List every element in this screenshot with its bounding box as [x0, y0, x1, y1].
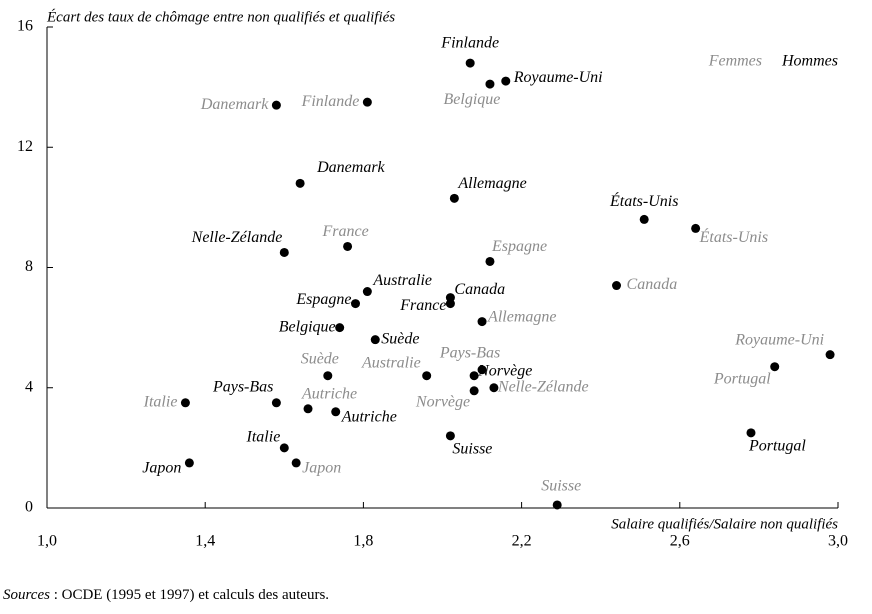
point: [331, 407, 341, 417]
point: [279, 247, 289, 257]
point: [489, 383, 499, 393]
point: [445, 431, 455, 441]
point: [612, 281, 622, 291]
point: [485, 79, 495, 89]
point: [422, 371, 432, 381]
point-label: Finlande: [301, 93, 360, 110]
point-label: Royaume-Uni: [513, 69, 603, 86]
point: [271, 398, 281, 408]
point: [335, 323, 345, 333]
source-note: Sources : OCDE (1995 et 1997) et calculs…: [3, 587, 329, 603]
point-label: Danemark: [316, 159, 385, 176]
point: [362, 97, 372, 107]
x-tick-label: 1,8: [353, 533, 373, 550]
point: [445, 299, 455, 309]
point-label: Autriche: [341, 408, 397, 425]
x-tick-label: 1,0: [37, 533, 57, 550]
point: [350, 299, 360, 309]
point-label: États-Unis: [699, 227, 768, 246]
point-label: Belgique: [444, 91, 501, 108]
point-label: Japon: [302, 460, 341, 477]
point-label: Suède: [381, 330, 419, 347]
y-tick-label: 0: [25, 499, 33, 516]
point: [477, 365, 487, 375]
point: [303, 404, 313, 414]
point-label: Danemark: [200, 96, 269, 113]
source-label: Sources: [3, 587, 50, 603]
point-label: Belgique: [279, 318, 336, 335]
source-text: : OCDE (1995 et 1997) et calculs des aut…: [50, 587, 329, 603]
point: [271, 100, 281, 110]
point: [746, 428, 756, 438]
point-label: Espagne: [491, 238, 547, 255]
point: [295, 178, 305, 188]
point-label: Suisse: [541, 478, 581, 495]
point-label: Canada: [627, 276, 678, 293]
y-axis-label: Écart des taux de chômage entre non qual…: [46, 8, 395, 25]
legend-entry: Hommes: [781, 53, 838, 70]
y-tick-label: 16: [17, 18, 33, 35]
point-label: Suisse: [452, 441, 492, 458]
point-label: Suède: [301, 350, 339, 367]
point: [639, 214, 649, 224]
point: [691, 223, 701, 233]
point-label: Norvège: [477, 362, 532, 379]
x-tick-label: 2,6: [670, 533, 690, 550]
point-label: France: [399, 297, 446, 314]
point-label: États-Unis: [609, 191, 678, 210]
y-tick-label: 4: [25, 378, 33, 395]
point-label: Italie: [246, 429, 281, 446]
point-label: Nelle-Zélande: [191, 229, 283, 246]
point: [485, 256, 495, 266]
point: [770, 362, 780, 372]
point: [362, 287, 372, 297]
point: [180, 398, 190, 408]
point-label: Italie: [143, 393, 178, 410]
point-label: Portugal: [748, 438, 806, 455]
point-label: Nelle-Zélande: [497, 378, 589, 395]
legend-entry: Femmes: [708, 53, 762, 70]
point: [449, 193, 459, 203]
point-label: Royaume-Uni: [734, 331, 824, 348]
point: [323, 371, 333, 381]
point: [477, 317, 487, 327]
point-label: Pays-Bas: [212, 378, 273, 395]
point: [469, 386, 479, 396]
point-label: Portugal: [713, 370, 771, 387]
point-label: Japon: [142, 460, 181, 477]
x-tick-label: 3,0: [828, 533, 848, 550]
point-label: Norvège: [415, 393, 470, 410]
point: [343, 241, 353, 251]
point: [370, 335, 380, 345]
point: [291, 458, 301, 468]
y-tick-label: 12: [17, 138, 33, 155]
x-tick-label: 1,4: [195, 533, 215, 550]
y-tick-label: 8: [25, 258, 33, 275]
point-label: Canada: [454, 281, 505, 298]
point-label: Australie: [372, 272, 432, 289]
point: [501, 76, 511, 86]
point: [552, 500, 562, 510]
point-label: Finlande: [440, 35, 499, 52]
point: [465, 58, 475, 68]
point-label: Allemagne: [457, 175, 526, 192]
x-axis-label: Salaire qualifiés/Salaire non qualifiés: [611, 516, 838, 532]
point-label: Pays-Bas: [439, 344, 500, 361]
point: [184, 458, 194, 468]
point-label: Australie: [361, 354, 421, 371]
point: [279, 443, 289, 453]
point-label: Autriche: [301, 385, 357, 402]
point-label: Espagne: [295, 291, 351, 308]
point-label: Allemagne: [487, 308, 556, 325]
point: [825, 350, 835, 360]
point: [469, 371, 479, 381]
x-tick-label: 2,2: [512, 533, 532, 550]
point-label: France: [321, 223, 368, 240]
